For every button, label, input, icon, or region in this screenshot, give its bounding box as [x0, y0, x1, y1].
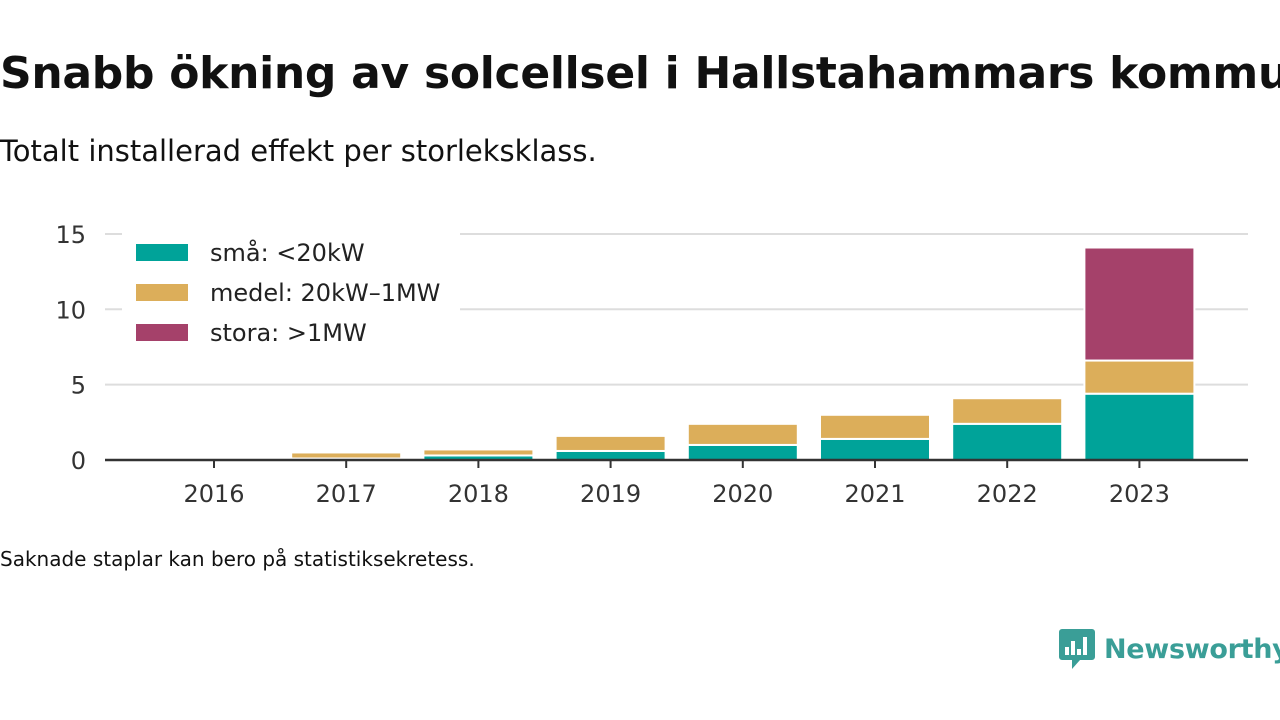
- bar-segment: [1083, 246, 1196, 362]
- bar-segment: [554, 449, 667, 461]
- legend-swatch: [136, 284, 188, 301]
- y-tick-label: 0: [71, 447, 86, 475]
- bar-segment: [422, 448, 535, 457]
- bar-segment: [686, 422, 799, 446]
- bar-segment: [951, 422, 1064, 461]
- newsworthy-logo-icon: [1059, 629, 1095, 669]
- y-tick-label: 5: [71, 372, 86, 400]
- axes: 0 5 10 15 2016 2017 2018 2019 2020 2021 2022 2023: [55, 221, 1248, 508]
- chart-title: Snabb ökning av solcellsel i Hallstahamm…: [0, 48, 1280, 99]
- brand-name: Newsworthy: [1104, 633, 1280, 665]
- x-tick-label: 2022: [977, 480, 1038, 508]
- legend-swatch: [136, 244, 188, 261]
- x-tick-label: 2023: [1109, 480, 1170, 508]
- newsworthy-logo: Newsworthy: [1058, 627, 1280, 671]
- stacked-bar-chart: 0 5 10 15 2016 2017 2018 2019 2020 2021 2022 2023 s…: [55, 221, 1248, 508]
- footnote: Saknade staplar kan bero på statistiksek…: [0, 547, 475, 571]
- x-tick-label: 2019: [580, 480, 641, 508]
- legend: små: <20kW medel: 20kW–1MW stora: >1MW: [122, 231, 460, 364]
- bar-segment: [290, 451, 403, 460]
- x-tick-label: 2017: [316, 480, 377, 508]
- bars: [290, 246, 1196, 462]
- legend-label: små: <20kW: [210, 238, 365, 267]
- bar-segment: [819, 413, 931, 440]
- legend-label: stora: >1MW: [210, 319, 367, 347]
- x-tick-label: 2021: [844, 480, 905, 508]
- bar-segment: [686, 443, 799, 461]
- x-tick-label: 2020: [712, 480, 773, 508]
- bar-segment: [1083, 392, 1196, 461]
- x-tick-label: 2016: [183, 480, 244, 508]
- legend-swatch: [136, 324, 188, 341]
- bar-segment: [951, 397, 1064, 425]
- legend-label: medel: 20kW–1MW: [210, 279, 440, 307]
- bar-segment: [1083, 359, 1196, 395]
- y-tick-label: 10: [55, 296, 86, 324]
- bar-segment: [554, 434, 667, 452]
- y-tick-label: 15: [55, 221, 86, 249]
- bar-segment: [819, 437, 931, 461]
- x-tick-label: 2018: [448, 480, 509, 508]
- chart-subtitle: Totalt installerad effekt per storlekskl…: [0, 134, 597, 168]
